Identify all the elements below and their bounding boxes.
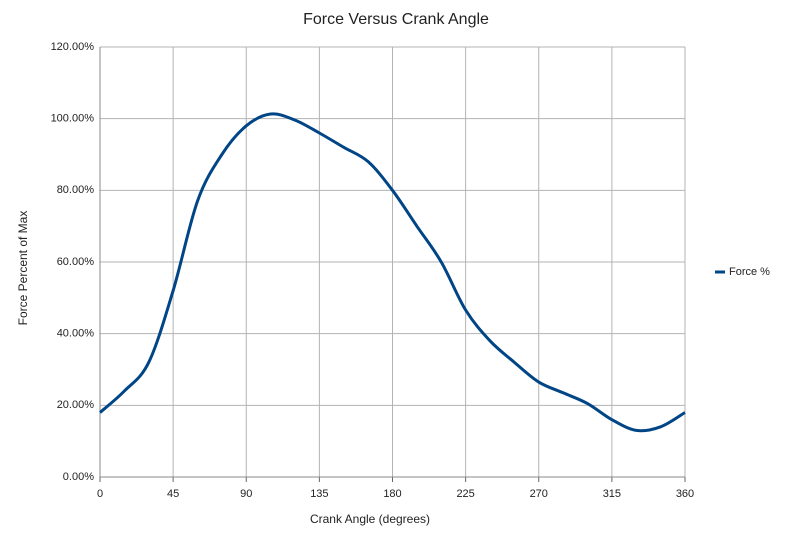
y-tick-label: 60.00% — [57, 256, 95, 268]
y-tick-label: 20.00% — [57, 399, 95, 411]
chart-title: Force Versus Crank Angle — [303, 11, 489, 28]
y-tick-label: 100.00% — [51, 113, 95, 125]
x-tick-label: 45 — [167, 488, 179, 500]
x-tick-label: 180 — [383, 488, 401, 500]
y-tick-label: 40.00% — [57, 328, 95, 340]
x-tick-label: 135 — [310, 488, 328, 500]
y-tick-label: 80.00% — [57, 184, 95, 196]
x-tick-label: 225 — [456, 488, 474, 500]
x-tick-label: 360 — [676, 488, 694, 500]
x-tick-label: 270 — [530, 488, 548, 500]
x-tick-label: 315 — [603, 488, 621, 500]
x-axis-label: Crank Angle (degrees) — [310, 512, 430, 526]
y-tick-label: 120.00% — [51, 41, 95, 53]
data-line — [99, 112, 686, 433]
y-tick-label: 0.00% — [63, 471, 94, 483]
legend-label: Force % — [729, 266, 770, 278]
x-tick-label: 0 — [97, 488, 103, 500]
y-axis-label: Force Percent of Max — [16, 211, 30, 326]
x-tick-label: 90 — [240, 488, 252, 500]
